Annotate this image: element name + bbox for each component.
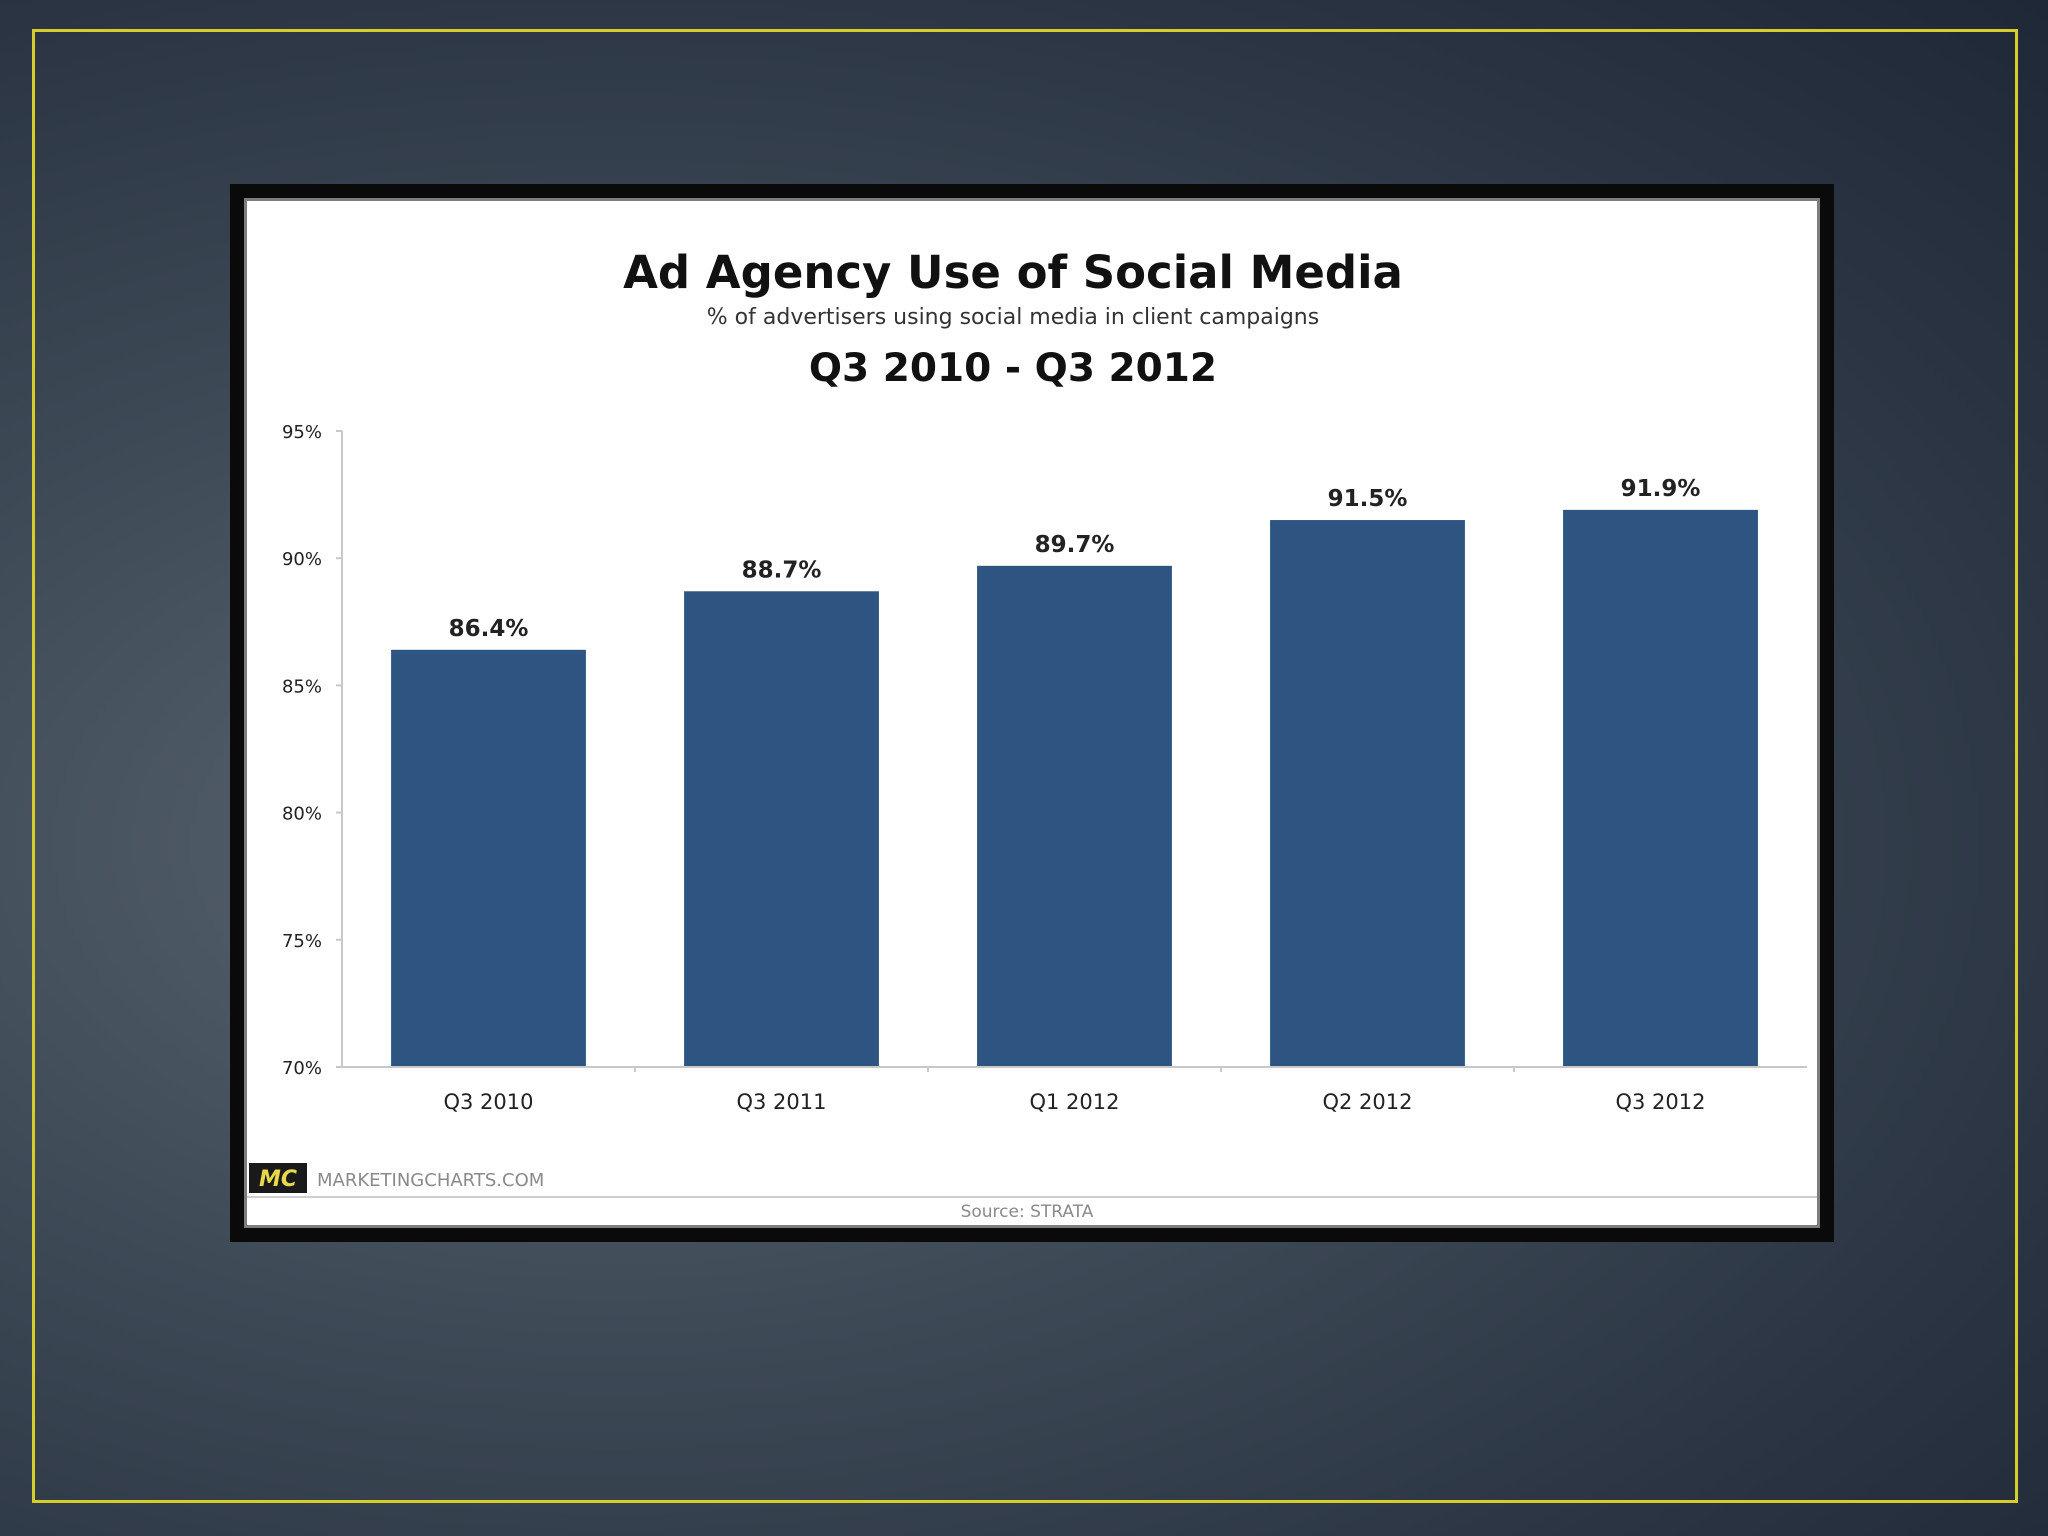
x-tick-label: Q3 2012 (1615, 1090, 1705, 1114)
y-tick-label: 70% (282, 1058, 322, 1079)
bar (391, 649, 586, 1067)
bar-data-label: 91.5% (1328, 486, 1408, 512)
bar-chart: Ad Agency Use of Social Media % of adver… (247, 246, 1817, 1222)
x-axis: Q3 2010 Q3 2011 Q1 2012 Q2 2012 Q3 2012 (342, 1066, 1807, 1114)
y-tick-label: 95% (282, 422, 322, 443)
bar-data-label: 86.4% (449, 616, 529, 642)
chart-picture-frame: Ad Agency Use of Social Media % of adver… (230, 184, 1834, 1242)
chart-title: Ad Agency Use of Social Media (623, 246, 1403, 299)
y-tick-label: 90% (282, 549, 322, 570)
site-name: MARKETINGCHARTS.COM (317, 1170, 544, 1191)
x-tick-label: Q1 2012 (1029, 1090, 1119, 1114)
x-tick-label: Q3 2010 (443, 1090, 533, 1114)
y-axis: 70% 75% 80% 85% 90% 95% (282, 422, 343, 1079)
source-note: Source: STRATA (961, 1202, 1094, 1222)
slide-frame (32, 29, 2018, 1503)
x-tick-label: Q3 2011 (736, 1090, 826, 1114)
bar-data-label: 91.9% (1621, 476, 1701, 502)
bar-data-label: 88.7% (742, 557, 822, 583)
bars: 86.4% 88.7% 89.7% 91.5% 91.9% (391, 476, 1758, 1067)
chart-canvas: Ad Agency Use of Social Media % of adver… (244, 198, 1820, 1228)
bar (1563, 509, 1758, 1067)
x-tick-label: Q2 2012 (1322, 1090, 1412, 1114)
chart-subtitle: % of advertisers using social media in c… (707, 305, 1319, 330)
bar-data-label: 89.7% (1035, 532, 1115, 558)
bar (684, 591, 879, 1067)
bar (1270, 520, 1465, 1067)
logo-text: MC (259, 1167, 297, 1192)
chart-period: Q3 2010 - Q3 2012 (809, 346, 1217, 391)
y-tick-label: 85% (282, 676, 322, 697)
marketingcharts-logo: MC (249, 1163, 307, 1193)
y-tick-label: 80% (282, 804, 322, 825)
y-tick-label: 75% (282, 931, 322, 952)
bar (977, 565, 1172, 1067)
